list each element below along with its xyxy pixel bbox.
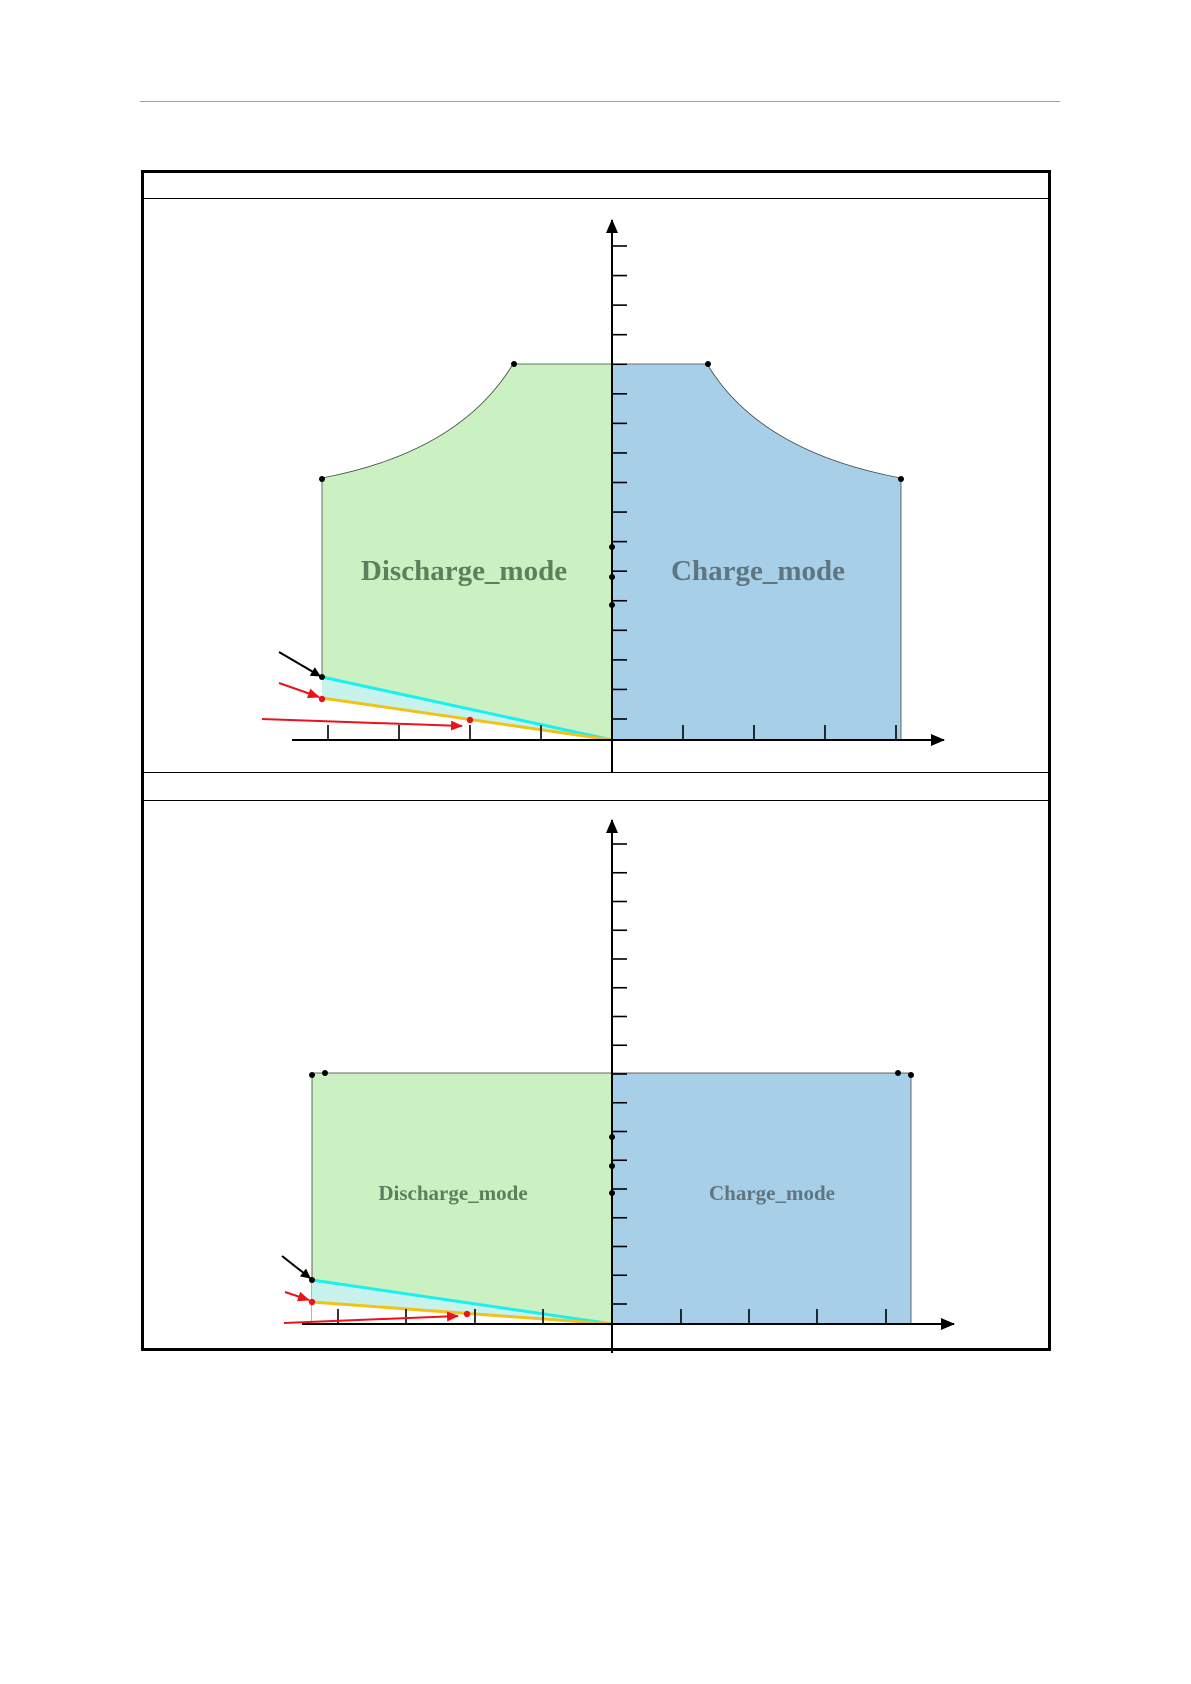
lower-axis-dot-2 [609, 1163, 615, 1169]
upper-axis-dot-3 [609, 602, 615, 608]
upper-red-dot-left [318, 695, 326, 703]
upper-discharge-region [321, 363, 613, 741]
upper-axis-dot-2 [609, 574, 615, 580]
upper-red-pointer-arrow-2 [261, 718, 463, 731]
lower-discharge-label: Discharge_mode [378, 1181, 527, 1205]
header-rule [140, 101, 1060, 102]
lower-red-dot-left [308, 1298, 316, 1306]
upper-right-corner-dot [898, 476, 904, 482]
lower-axis-dot-1 [609, 1134, 615, 1140]
upper-black-pointer-arrow [278, 651, 321, 677]
lower-cyan-line [311, 1278, 613, 1326]
upper-y-ticks [612, 245, 627, 720]
lower-right-corner-dot-b [908, 1072, 914, 1078]
lower-red-dot-mid [463, 1310, 471, 1318]
lower-axis-dot-3 [609, 1190, 615, 1196]
lower-charge-label: Charge_mode [709, 1181, 835, 1205]
upper-charge-region [611, 363, 902, 741]
upper-vertex-dots [319, 361, 904, 680]
lower-red-pointer-arrow-2 [283, 1311, 459, 1324]
lower-vertex-dots [309, 1070, 914, 1283]
lower-right-corner-dot-a [895, 1070, 901, 1076]
lower-title-row-divider [141, 800, 1051, 801]
upper-red-dot-mid [466, 716, 474, 724]
upper-left-corner-dot [319, 476, 325, 482]
lower-y-ticks [612, 843, 627, 1305]
lower-charge-region [611, 1072, 912, 1325]
diagram-frame [141, 170, 1051, 1351]
lower-left-corner-dot-b [322, 1070, 328, 1076]
upper-title-row-divider [141, 198, 1051, 199]
lower-left-corner-dot-a [309, 1072, 315, 1078]
upper-right-shoulder-dot [705, 361, 711, 367]
upper-axis-dot-1 [609, 544, 615, 550]
lower-black-pointer-arrow [281, 1255, 311, 1279]
upper-x-ticks [327, 725, 897, 740]
upper-red-pointer-arrow-1 [278, 682, 320, 699]
upper-discharge-label: Discharge_mode [361, 555, 567, 587]
panel-divider [141, 772, 1051, 773]
lower-discharge-region [311, 1072, 613, 1325]
lower-diagram: Discharge_mode Charge_mode [281, 819, 955, 1353]
upper-left-shoulder-dot [511, 361, 517, 367]
upper-cyan-line [321, 675, 613, 742]
lower-yellow-line [311, 1300, 613, 1326]
upper-charge-label: Charge_mode [671, 555, 845, 587]
lower-red-pointer-arrow-1 [284, 1291, 310, 1302]
upper-diagram: Discharge_mode Charge_mode [261, 219, 945, 772]
